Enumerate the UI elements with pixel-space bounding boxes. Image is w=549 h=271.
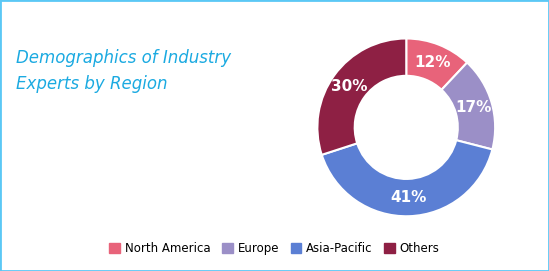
Wedge shape: [317, 38, 406, 155]
Wedge shape: [441, 63, 495, 150]
Text: 12%: 12%: [414, 54, 450, 70]
Text: 41%: 41%: [390, 190, 427, 205]
Text: 30%: 30%: [331, 79, 368, 93]
Wedge shape: [406, 38, 467, 90]
Text: Demographics of Industry
Experts by Region: Demographics of Industry Experts by Regi…: [16, 49, 232, 93]
Wedge shape: [322, 140, 492, 216]
Legend: North America, Europe, Asia-Pacific, Others: North America, Europe, Asia-Pacific, Oth…: [105, 237, 444, 260]
Text: 17%: 17%: [456, 100, 492, 115]
